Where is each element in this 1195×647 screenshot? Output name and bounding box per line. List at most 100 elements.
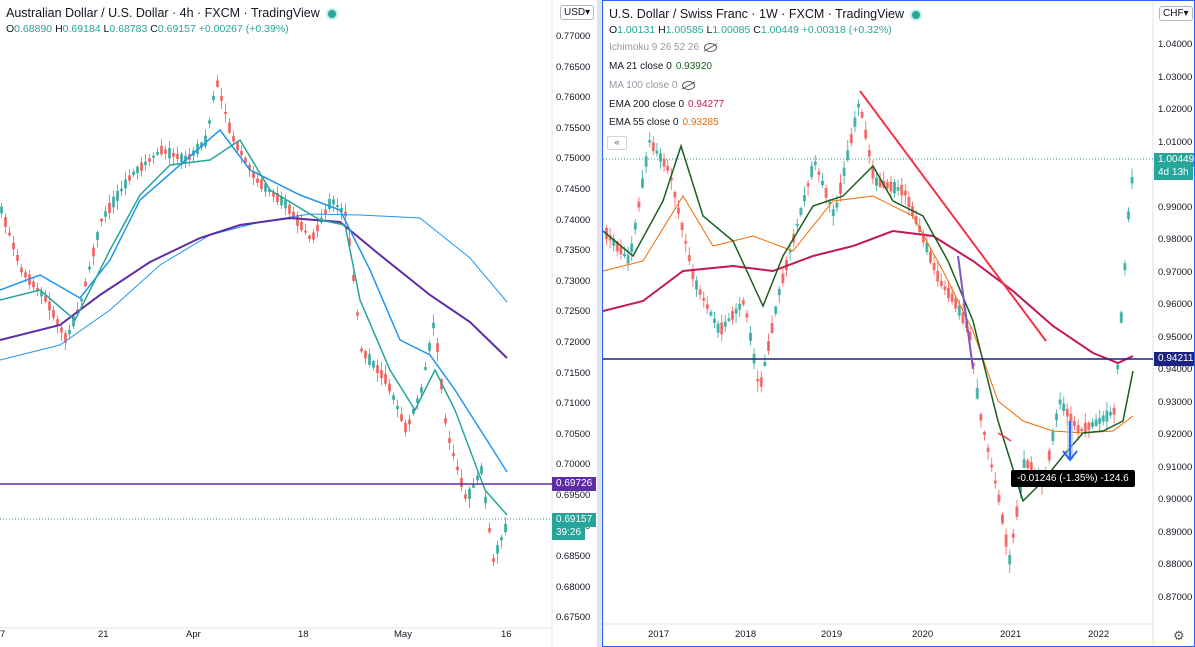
candle-body <box>180 153 183 163</box>
candle-body <box>749 332 752 342</box>
candle-body <box>348 238 351 246</box>
candle-body <box>444 418 447 424</box>
candle-body <box>428 343 431 351</box>
aud-usd-chart-panel[interactable]: Australian Dollar / U.S. Dollar · 4h · F… <box>0 0 597 647</box>
candle-body <box>684 240 688 244</box>
panel-divider[interactable] <box>597 0 602 647</box>
candle-body <box>1105 410 1109 422</box>
candle-body <box>677 207 680 214</box>
candle-body <box>777 288 781 296</box>
candle-body <box>907 196 911 208</box>
indicator-value: 0.93285 <box>682 117 719 128</box>
candle-body <box>484 496 487 504</box>
candle-body <box>1026 460 1030 469</box>
candle-body <box>713 318 716 324</box>
price-tick-label: 0.96000 <box>1158 299 1193 310</box>
candle-body <box>308 235 311 240</box>
measure-tool-label[interactable]: -0.01246 (-1.35%) -124.6 <box>1011 470 1135 487</box>
price-tick-label: 0.73500 <box>556 245 591 257</box>
aud-usd-plot[interactable] <box>0 0 597 647</box>
candle-body <box>496 545 499 554</box>
candle-body <box>4 217 7 227</box>
candle-body <box>500 537 503 541</box>
gear-icon[interactable]: ⚙ <box>1173 628 1185 643</box>
trendline <box>859 90 1047 342</box>
price-tick-label: 1.01000 <box>1158 136 1193 148</box>
price-tick-label: 0.98000 <box>1158 234 1193 245</box>
candle-body <box>340 208 343 212</box>
price-tick-label: 0.72500 <box>556 306 591 318</box>
eye-hidden-icon[interactable] <box>704 42 718 52</box>
candle-body <box>72 316 75 327</box>
price-tick-label: 0.68500 <box>556 551 591 563</box>
candle-body <box>756 379 760 382</box>
candle-body <box>741 300 745 305</box>
candle-body <box>100 218 103 222</box>
last-price-tag: 1.00449 <box>1154 153 1194 167</box>
indicator-ema200[interactable]: EMA 200 close 0 0.94277 <box>609 99 724 110</box>
candle-body <box>472 484 475 488</box>
candle-body <box>1019 482 1022 493</box>
candle-body <box>680 222 684 230</box>
indicator-value: 0.94277 <box>688 99 725 110</box>
usd-chf-plot[interactable] <box>603 1 1195 647</box>
candle-body <box>673 191 677 198</box>
candle-body <box>480 466 483 474</box>
candle-body <box>488 527 491 533</box>
price-tick-label: 0.95000 <box>1158 331 1193 343</box>
candle-body <box>40 291 43 297</box>
candle-body <box>655 150 659 154</box>
currency-select[interactable]: USD▾ <box>560 5 595 20</box>
candle-body <box>380 370 383 378</box>
price-tick-label: 0.97000 <box>1158 266 1193 278</box>
candle-body <box>961 312 965 324</box>
candle-body <box>828 201 832 205</box>
candle-body <box>104 211 107 217</box>
candle-body <box>799 208 803 216</box>
candle-body <box>659 153 662 162</box>
currency-select[interactable]: CHF▾ <box>1159 6 1193 21</box>
ema200-line <box>0 216 508 359</box>
candle-body <box>276 192 279 203</box>
eye-hidden-icon[interactable] <box>682 80 696 90</box>
candle-body <box>1073 421 1076 426</box>
candle-body <box>986 447 990 452</box>
usd-chf-chart-panel[interactable]: U.S. Dollar / Swiss Franc · 1W · FXCM · … <box>602 0 1195 647</box>
indicator-ichimoku[interactable]: Ichimoku 9 26 52 26 <box>609 42 718 53</box>
candle-body <box>212 96 215 100</box>
price-tick-label: 0.87000 <box>1158 591 1193 603</box>
candle-body <box>32 281 35 288</box>
candle-body <box>412 408 415 414</box>
candle-body <box>332 199 335 205</box>
price-tick-label: 0.76000 <box>556 92 591 104</box>
candle-body <box>324 209 327 215</box>
indicator-ema55[interactable]: EMA 55 close 0 0.93285 <box>609 117 719 128</box>
time-tick-label: 2018 <box>735 629 757 640</box>
candle-body <box>388 383 391 392</box>
price-tick-label: 1.04000 <box>1158 39 1193 50</box>
short-red-line <box>997 432 1012 442</box>
candle-body <box>228 122 231 133</box>
candle-body <box>48 301 51 311</box>
countdown-tag: 39:26 <box>552 526 586 540</box>
price-tick-label: 0.70000 <box>556 459 591 471</box>
candle-body <box>857 103 860 108</box>
candle-body <box>839 182 842 194</box>
indicator-ma21[interactable]: MA 21 close 0 0.93920 <box>609 61 712 72</box>
candle-body <box>416 398 419 403</box>
indicator-ma100[interactable]: MA 100 close 0 <box>609 80 696 91</box>
candle-body <box>1004 534 1008 547</box>
candle-body <box>860 111 864 118</box>
candle-body <box>821 180 824 186</box>
candle-body <box>8 232 11 236</box>
candle-body <box>788 250 792 253</box>
collapse-legend-icon[interactable]: « <box>607 136 627 150</box>
chart-title: Australian Dollar / U.S. Dollar · 4h · F… <box>6 6 336 20</box>
open-value: 1.00131 <box>617 24 656 36</box>
candle-body <box>623 253 626 257</box>
candle-body <box>216 80 219 87</box>
measure-arrow-head <box>1062 450 1078 462</box>
candle-body <box>168 147 171 159</box>
candle-body <box>1098 417 1102 424</box>
candle-body <box>1008 555 1012 565</box>
